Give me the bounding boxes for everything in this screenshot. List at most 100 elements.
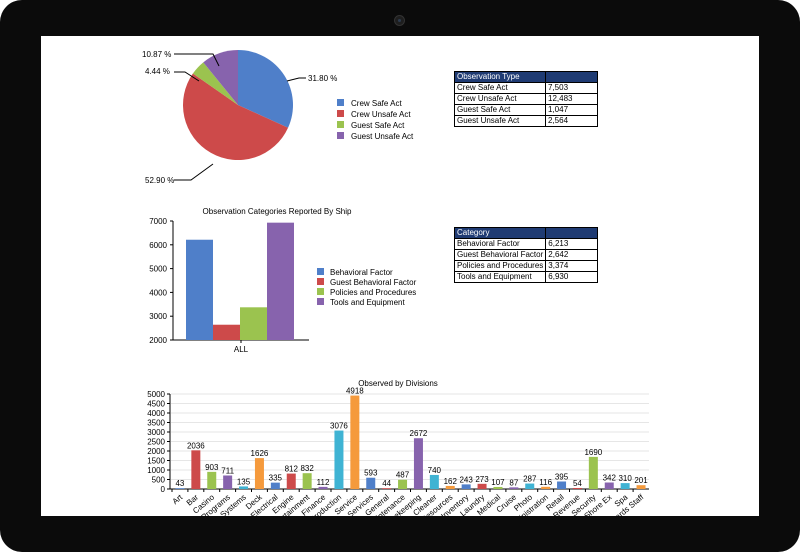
division-bar	[525, 483, 535, 489]
legend-label: Guest Safe Act	[351, 121, 405, 130]
table-header-cell: Observation Type	[454, 71, 546, 83]
data-label: 310	[618, 474, 632, 483]
data-label: 107	[491, 478, 505, 487]
legend-label: Crew Unsafe Act	[351, 110, 411, 119]
data-label: 1690	[584, 448, 602, 457]
table-row: Guest Behavioral Factor 2,642	[453, 249, 599, 261]
data-label: 201	[634, 476, 648, 485]
table-header-cell	[545, 227, 599, 239]
division-bar	[588, 456, 598, 489]
division-bar	[318, 486, 328, 489]
bar-policies-and-procedures	[240, 307, 267, 340]
data-label: 487	[396, 471, 410, 480]
x-category-label: ALL	[234, 345, 249, 354]
y-tick-label: 500	[152, 476, 166, 485]
data-label: 395	[555, 472, 569, 481]
y-tick-label: 3500	[147, 419, 165, 428]
y-tick-label: 4000	[149, 288, 167, 297]
data-label: 812	[285, 465, 299, 474]
data-label: 1626	[251, 449, 269, 458]
data-label: 112	[317, 478, 330, 487]
legend-swatch	[337, 99, 344, 106]
x-category-label: Art	[171, 492, 185, 506]
data-label: 273	[475, 475, 489, 484]
data-label: 135	[237, 477, 251, 486]
data-label: 903	[205, 463, 219, 472]
legend-label: Tools and Equipment	[330, 298, 405, 307]
data-label: 711	[221, 466, 234, 475]
division-bar	[334, 430, 344, 489]
observation-type-table: Observation Type Crew Safe Act 7,503 Cre…	[454, 71, 598, 127]
table-cell-label: Guest Behavioral Factor	[453, 249, 547, 261]
legend-swatch	[317, 268, 324, 275]
chart-title: Observation Categories Reported By Ship	[203, 207, 353, 216]
pie-label: 31.80 %	[308, 74, 337, 83]
division-bar	[366, 477, 376, 489]
division-bar	[604, 482, 614, 489]
table-cell-value: 6,930	[545, 271, 599, 283]
table-row: Tools and Equipment 6,930	[453, 271, 599, 283]
y-tick-label: 2000	[149, 336, 167, 345]
division-bar	[636, 485, 646, 489]
table-row: Crew Safe Act 7,503	[454, 82, 598, 94]
y-tick-label: 2500	[147, 438, 165, 447]
division-bar	[461, 484, 471, 489]
table-cell-value: 6,213	[545, 238, 599, 250]
division-bar	[398, 479, 408, 489]
division-bar	[445, 485, 455, 489]
pie-slice-guest-unsafe-act	[203, 50, 238, 105]
y-tick-label: 4000	[147, 409, 165, 418]
y-tick-label: 3000	[149, 312, 167, 321]
legend-label: Policies and Procedures	[330, 288, 416, 297]
table-row: Guest Safe Act 1,047	[454, 104, 598, 116]
division-bar	[620, 483, 630, 489]
legend-label: Crew Safe Act	[351, 99, 402, 108]
data-label: 335	[269, 474, 283, 483]
data-label: 4918	[346, 387, 364, 396]
table-header-row: Observation Type	[454, 71, 598, 83]
table-cell-label: Guest Safe Act	[454, 104, 546, 116]
legend-swatch	[337, 121, 344, 128]
data-label: 2036	[187, 441, 205, 450]
legend-swatch	[317, 288, 324, 295]
table-cell-label: Behavioral Factor	[453, 238, 547, 250]
table-cell-value: 1,047	[545, 104, 598, 116]
table-cell-label: Crew Safe Act	[454, 82, 546, 94]
table-cell-value: 2,564	[545, 115, 598, 127]
table-header-cell: Category	[453, 227, 547, 239]
table-cell-value: 12,483	[545, 93, 598, 105]
pie-slice-guest-safe-act	[192, 62, 238, 105]
data-label: 832	[300, 464, 314, 473]
pie-label-leader	[174, 53, 220, 67]
table-header-row: Category	[453, 227, 599, 239]
data-label: 44	[382, 479, 391, 488]
division-bar	[493, 486, 503, 489]
table-row: Crew Unsafe Act 12,483	[454, 93, 598, 105]
data-label: 43	[175, 479, 184, 488]
data-label: 116	[539, 478, 552, 487]
division-bar	[302, 473, 312, 489]
division-bar	[286, 473, 296, 489]
camera-icon	[394, 15, 405, 26]
legend-swatch	[317, 298, 324, 305]
pie-label: 52.90 %	[145, 176, 174, 185]
y-tick-label: 4500	[147, 400, 165, 409]
division-bar	[557, 481, 567, 489]
division-bar	[350, 395, 360, 489]
legend-label: Guest Unsafe Act	[351, 132, 414, 141]
legend-label: Behavioral Factor	[330, 268, 393, 277]
y-tick-label: 2000	[147, 447, 165, 456]
pie-slice-crew-safe-act	[238, 50, 293, 128]
category-table: Category Behavioral Factor 6,213 Guest B…	[453, 227, 599, 283]
table-cell-label: Guest Unsafe Act	[454, 115, 546, 127]
division-bar	[509, 487, 519, 489]
y-tick-label: 5000	[147, 390, 165, 399]
data-label: 342	[603, 474, 617, 483]
observation-type-pie-chart: 10.87 % 4.44 % 31.80 % 52.90 % Crew Safe…	[142, 50, 649, 516]
division-bar	[413, 438, 423, 489]
data-label: 593	[364, 469, 378, 478]
data-label: 54	[573, 479, 582, 488]
y-tick-label: 0	[161, 485, 166, 494]
table-cell-value: 7,503	[545, 82, 598, 94]
